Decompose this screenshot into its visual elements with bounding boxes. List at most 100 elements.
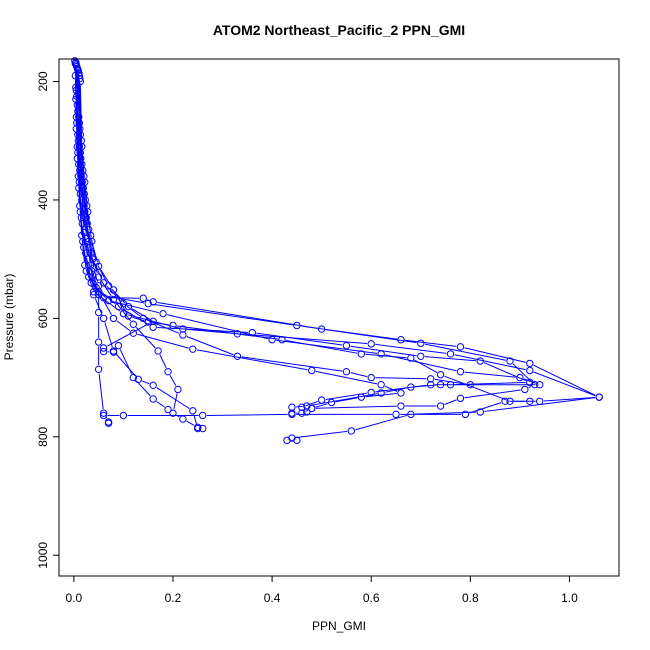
data-point	[506, 397, 514, 405]
series-segment	[384, 385, 398, 392]
series-segment	[92, 245, 98, 263]
series-segment	[87, 215, 92, 238]
series-2	[71, 60, 603, 445]
data-point	[189, 345, 197, 353]
series-segment	[91, 268, 98, 288]
data-point	[308, 366, 316, 375]
data-point	[124, 302, 133, 311]
y-axis-label: Pressure (mbar)	[2, 274, 16, 361]
series-segment	[206, 413, 288, 416]
series-segment	[81, 221, 84, 244]
series-1	[71, 57, 603, 420]
data-point	[89, 288, 98, 296]
series-segment	[464, 389, 521, 399]
data-point	[76, 74, 84, 83]
series-segment	[126, 305, 141, 317]
plot-frame	[58, 58, 620, 577]
data-point	[94, 262, 103, 270]
series-segment	[365, 353, 407, 359]
data-point	[476, 408, 484, 416]
data-point	[109, 295, 118, 304]
x-tick-label: 0.8	[462, 591, 479, 605]
data-point	[595, 393, 603, 401]
data-point	[461, 410, 470, 419]
data-point	[516, 373, 524, 382]
series-segment	[97, 265, 108, 283]
data-point	[407, 410, 415, 419]
data-point	[268, 336, 276, 344]
x-tick-label: 1.0	[561, 591, 578, 605]
x-axis-label: PPN_GMI	[312, 619, 366, 633]
data-point	[76, 77, 85, 86]
series-segment	[107, 322, 150, 347]
data-point	[397, 402, 405, 410]
data-point	[417, 352, 425, 360]
data-point	[303, 408, 311, 416]
series-segment	[296, 405, 303, 408]
x-tick-label: 0.6	[363, 591, 380, 605]
data-point	[536, 381, 544, 389]
data-point	[327, 398, 336, 407]
series-segment	[523, 378, 536, 384]
data-point	[397, 389, 405, 397]
series-segment	[173, 393, 178, 410]
series-segment	[86, 257, 91, 279]
series-segment	[94, 298, 103, 315]
data-point	[99, 411, 108, 420]
data-point	[456, 394, 465, 403]
series-segment	[469, 402, 502, 414]
data-point	[114, 341, 123, 350]
data-point	[109, 286, 118, 294]
series-segment	[375, 377, 427, 380]
y-tick-label: 400	[36, 190, 50, 210]
series-segment	[276, 339, 378, 354]
series-segment	[156, 387, 190, 409]
data-point	[407, 354, 415, 362]
series-segment	[131, 308, 150, 320]
series-segment	[84, 186, 88, 208]
data-point	[84, 208, 92, 216]
series-segment	[484, 397, 596, 412]
data-point	[119, 411, 128, 420]
data-point	[129, 373, 138, 382]
series-segment	[543, 396, 596, 402]
series-segment	[350, 372, 368, 378]
series-segment	[119, 349, 133, 375]
series-segment	[512, 363, 533, 383]
data-point	[199, 424, 207, 433]
data-point	[99, 344, 108, 352]
data-point	[99, 409, 108, 417]
data-point	[94, 338, 103, 346]
series-segment	[169, 375, 177, 387]
data-point	[377, 389, 385, 397]
series-segment	[405, 339, 457, 347]
data-point	[283, 436, 291, 445]
series-segment	[434, 378, 467, 385]
data-point	[99, 347, 108, 356]
data-point	[456, 367, 465, 376]
data-point	[149, 317, 157, 326]
series-segment	[79, 85, 83, 143]
data-point	[526, 378, 534, 387]
series-segment	[444, 399, 457, 405]
series-segment	[81, 150, 85, 179]
series-segment	[111, 288, 126, 304]
series-segment	[115, 353, 136, 377]
series-segment	[176, 414, 180, 418]
series-segment	[159, 354, 167, 369]
data-point	[78, 142, 86, 151]
data-point	[417, 339, 425, 347]
series-segment	[115, 302, 132, 322]
data-point	[293, 436, 301, 445]
data-point	[104, 419, 113, 427]
data-point	[476, 357, 484, 365]
series-segment	[528, 386, 532, 389]
series-segment	[335, 397, 358, 403]
series-segment	[167, 314, 269, 340]
data-point	[357, 393, 366, 401]
series-12	[76, 77, 534, 405]
series-segment	[196, 349, 308, 371]
series-segment	[286, 339, 358, 354]
series-segment	[177, 325, 278, 340]
